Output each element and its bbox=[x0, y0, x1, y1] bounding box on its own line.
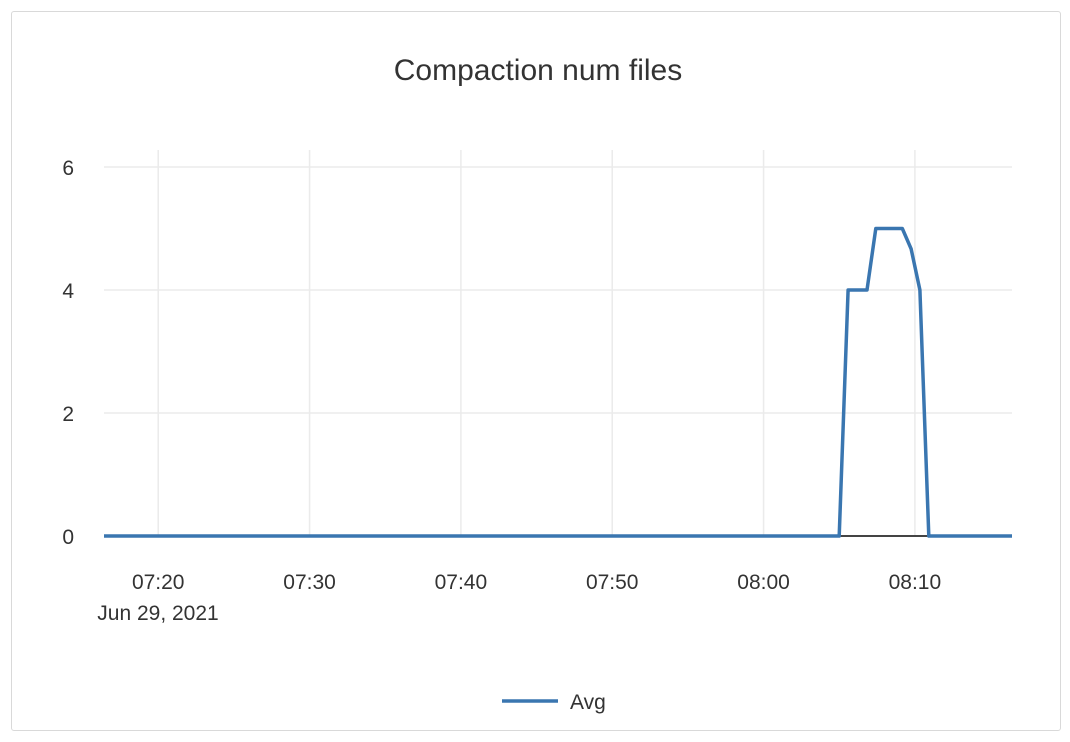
x-tick-label: 08:00 bbox=[737, 571, 790, 594]
y-tick-label: 2 bbox=[62, 403, 74, 426]
x-tick-label: 07:20 bbox=[132, 571, 185, 594]
legend-label-avg: Avg bbox=[570, 691, 606, 714]
grid bbox=[104, 150, 1012, 536]
x-tick-label: 08:10 bbox=[889, 571, 942, 594]
y-tick-label: 0 bbox=[62, 526, 74, 549]
legend[interactable]: Avg bbox=[502, 691, 606, 714]
x-tick-label: 07:40 bbox=[435, 571, 488, 594]
x-tick-label: 07:30 bbox=[283, 571, 336, 594]
x-tick-label: 07:50 bbox=[586, 571, 639, 594]
series-line-avg bbox=[104, 226, 1012, 538]
y-tick-label: 4 bbox=[62, 280, 74, 303]
y-tick-label: 6 bbox=[62, 157, 74, 180]
chart-title: Compaction num files bbox=[394, 54, 682, 87]
chart-card bbox=[11, 11, 1061, 731]
series bbox=[104, 226, 1012, 538]
x-axis-date-label: Jun 29, 2021 bbox=[97, 602, 218, 625]
axes: 0 2 4 6 07:20 07:30 07:40 07:50 08:00 08:10 bbox=[62, 157, 1012, 594]
